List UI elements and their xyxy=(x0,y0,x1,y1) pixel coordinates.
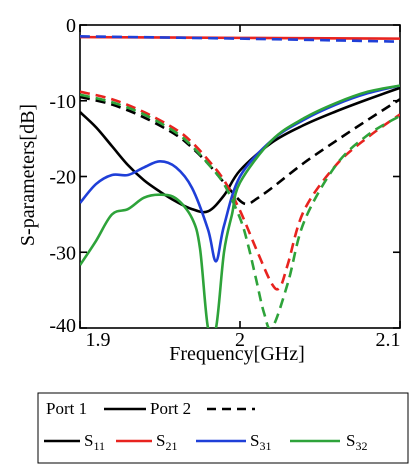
x-tick-label: 2 xyxy=(235,329,245,351)
series-s31-port-2-line xyxy=(80,35,400,43)
y-tick-label: -20 xyxy=(49,167,76,189)
x-axis-label: Frequency[GHz] xyxy=(169,343,305,365)
legend-s11-base: S xyxy=(84,431,93,450)
ticks-layer: 1.9 2 2.1 0 -10 -20 -30 -40 xyxy=(49,15,401,351)
legend-port-1-label: Port 1 xyxy=(46,399,87,418)
y-tick-label: -30 xyxy=(49,242,76,264)
y-tick-label: 0 xyxy=(66,15,76,37)
x-tick-label: 1.9 xyxy=(86,329,111,351)
legend-box xyxy=(37,392,409,464)
x-tick-label: 2.1 xyxy=(376,329,401,351)
series-s31-port-1-line xyxy=(80,84,400,263)
series-layer xyxy=(80,35,400,328)
legend-s11-sub: 11 xyxy=(93,439,105,453)
legend-s31-label: S31 xyxy=(250,431,271,453)
legend-s31-sub: 31 xyxy=(259,439,271,453)
legend-s21-sub: 21 xyxy=(165,439,177,453)
series-s32-port-1-line xyxy=(80,84,400,328)
legend-s21-label: S21 xyxy=(156,431,177,453)
series-s32-port-2-line xyxy=(80,93,400,328)
series-s21-port-2-line xyxy=(80,90,400,291)
legend-s32-base: S xyxy=(346,431,355,450)
legend-port-2-label: Port 2 xyxy=(150,399,191,418)
legend-s21-base: S xyxy=(156,431,165,450)
series-s11-port-1-line xyxy=(80,86,400,214)
series-s11-port-2-line xyxy=(80,95,400,206)
legend-s11-label: S11 xyxy=(84,431,105,453)
y-tick-label: -40 xyxy=(49,315,76,337)
y-tick-label: -10 xyxy=(49,91,76,113)
legend-s31-base: S xyxy=(250,431,259,450)
legend-s32-label: S32 xyxy=(346,431,367,453)
legend-s32-sub: 32 xyxy=(355,439,367,453)
legend: Port 1 Port 2 S11 S21 S31 S32 xyxy=(37,392,409,464)
y-axis-label: S-parameters[dB] xyxy=(17,104,39,246)
